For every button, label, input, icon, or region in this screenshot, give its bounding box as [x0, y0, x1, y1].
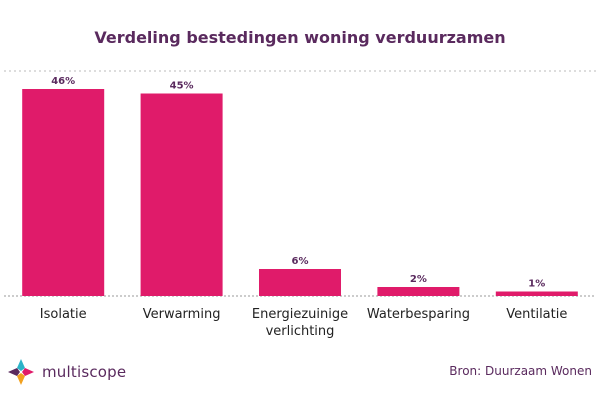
brand-name: multiscope	[42, 363, 127, 381]
source-note: Bron: Duurzaam Wonen	[449, 364, 592, 378]
value-label: 45%	[170, 81, 194, 92]
bar-isolatie	[22, 89, 105, 296]
value-label: 6%	[292, 256, 309, 267]
category-label-line: Energiezuinige	[252, 307, 348, 322]
bar-verwarming	[140, 93, 223, 296]
category-label: Waterbesparing	[367, 307, 470, 322]
chart-title: Verdeling bestedingen woning verduurzame…	[94, 28, 506, 47]
category-label-line: Isolatie	[40, 307, 87, 322]
value-label: 46%	[51, 76, 75, 87]
bar-energiezuinige-verlichting	[259, 269, 341, 296]
category-label: Isolatie	[40, 307, 87, 322]
multiscope-logo-icon	[8, 359, 34, 385]
value-label: 1%	[528, 279, 545, 290]
category-label: Verwarming	[143, 307, 221, 322]
value-labels-group: 46% 45% 6% 2% 1%	[51, 76, 545, 290]
value-label: 2%	[410, 274, 427, 285]
bar-ventilatie	[495, 291, 578, 296]
bars-group	[22, 89, 578, 296]
category-label-line: Ventilatie	[506, 307, 567, 322]
category-label: Energiezuinige verlichting	[252, 307, 348, 339]
brand-logo: multiscope	[6, 356, 126, 388]
category-labels-group: Isolatie Verwarming Energiezuinige verlicht…	[40, 307, 568, 339]
category-label-line: Waterbesparing	[367, 307, 470, 322]
category-label: Ventilatie	[506, 307, 567, 322]
bar-waterbesparing	[377, 287, 460, 296]
category-label-line: verlichting	[266, 324, 335, 339]
category-label-line: Verwarming	[143, 307, 221, 322]
